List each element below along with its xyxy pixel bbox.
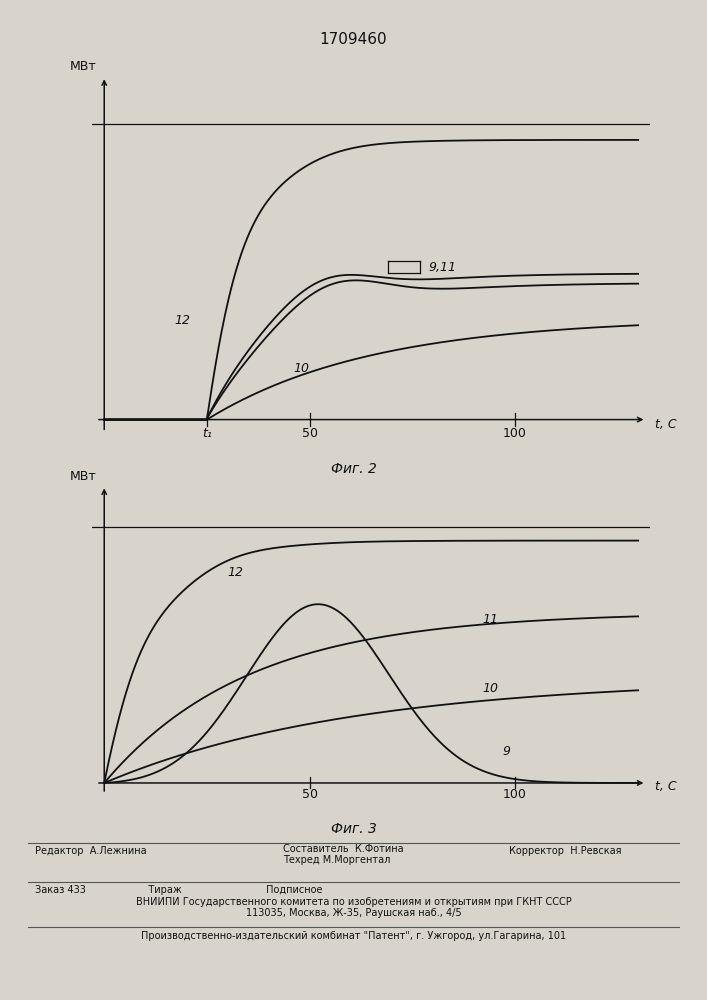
Text: t₁: t₁ bbox=[202, 427, 212, 440]
Text: Составитель  К.Фотина: Составитель К.Фотина bbox=[283, 844, 404, 854]
Text: 50: 50 bbox=[302, 427, 317, 440]
Text: 113035, Москва, Ж-35, Раушская наб., 4/5: 113035, Москва, Ж-35, Раушская наб., 4/5 bbox=[246, 908, 461, 918]
Text: 12: 12 bbox=[228, 566, 243, 579]
Text: 9: 9 bbox=[503, 745, 510, 758]
Text: 50: 50 bbox=[302, 788, 317, 801]
Text: Фиг. 3: Фиг. 3 bbox=[331, 822, 376, 836]
Text: Техред М.Моргентал: Техред М.Моргентал bbox=[283, 855, 390, 865]
Text: Редактор  А.Лежнина: Редактор А.Лежнина bbox=[35, 846, 147, 856]
Text: МВт: МВт bbox=[69, 60, 96, 73]
Text: 100: 100 bbox=[503, 788, 527, 801]
Text: Фиг. 2: Фиг. 2 bbox=[331, 462, 376, 476]
Text: 11: 11 bbox=[482, 613, 498, 626]
Text: Заказ 433                    Тираж                           Подписное: Заказ 433 Тираж Подписное bbox=[35, 885, 323, 895]
Text: МВт: МВт bbox=[69, 470, 96, 483]
Text: Производственно-издательский комбинат "Патент", г. Ужгород, ул.Гагарина, 101: Производственно-издательский комбинат "П… bbox=[141, 931, 566, 941]
Text: 100: 100 bbox=[503, 427, 527, 440]
Text: ВНИИПИ Государственного комитета по изобретениям и открытиям при ГКНТ СССР: ВНИИПИ Государственного комитета по изоб… bbox=[136, 897, 571, 907]
Text: Корректор  Н.Ревская: Корректор Н.Ревская bbox=[509, 846, 621, 856]
Text: 9,11: 9,11 bbox=[428, 261, 457, 274]
Text: 10: 10 bbox=[293, 362, 309, 375]
Text: t, C: t, C bbox=[655, 418, 676, 431]
Text: 1709460: 1709460 bbox=[320, 32, 387, 47]
Text: t, C: t, C bbox=[655, 780, 676, 793]
Text: 12: 12 bbox=[175, 314, 190, 327]
Text: 10: 10 bbox=[482, 682, 498, 695]
